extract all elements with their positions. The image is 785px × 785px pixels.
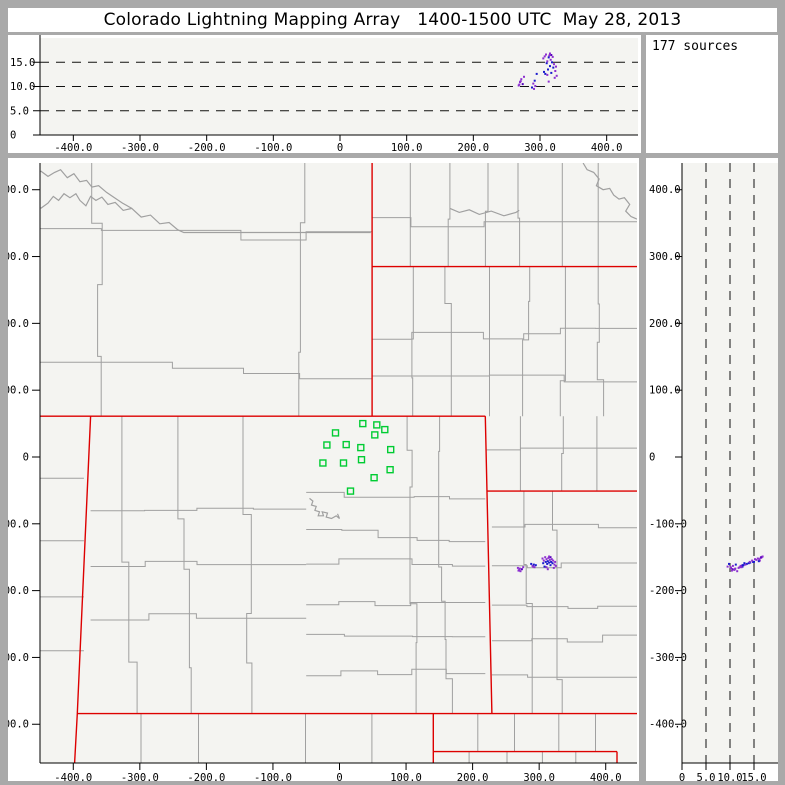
svg-text:100.0: 100.0 [649, 385, 681, 397]
svg-text:100.0: 100.0 [8, 385, 29, 397]
svg-text:400.0: 400.0 [8, 184, 29, 196]
svg-text:400.0: 400.0 [590, 772, 622, 781]
svg-text:-100.0: -100.0 [254, 772, 292, 781]
svg-text:400.0: 400.0 [591, 142, 623, 153]
svg-text:-400.0: -400.0 [54, 772, 92, 781]
svg-text:0: 0 [337, 142, 343, 153]
svg-text:0: 0 [23, 451, 29, 463]
plan-view-map-plot[interactable]: -400.0 -300.0 -200.0 -100.0 0 100.0 200.0 300.0… [8, 158, 639, 781]
svg-text:10.0: 10.0 [717, 772, 742, 781]
svg-text:-200.0: -200.0 [187, 772, 225, 781]
svg-text:-300.0: -300.0 [649, 652, 687, 664]
svg-text:-300.0: -300.0 [121, 142, 159, 153]
altitude-eastwest-plot[interactable]: -400.0 -300.0 -200.0 -100.0 0 100.0 200.0 300.0… [8, 35, 641, 153]
svg-text:200.0: 200.0 [458, 142, 490, 153]
svg-text:-300.0: -300.0 [8, 652, 29, 664]
svg-text:15.0: 15.0 [10, 57, 35, 69]
svg-text:200.0: 200.0 [457, 772, 489, 781]
svg-text:300.0: 300.0 [524, 142, 556, 153]
title-bar: Colorado Lightning Mapping Array 1400-15… [8, 8, 777, 32]
altitude-northsouth-panel: 0 5.0 10.0 15.0 400.0 300.0 200.0 100.0 0 -100.0 -… [646, 158, 778, 781]
svg-text:0: 0 [10, 130, 16, 142]
svg-text:300.0: 300.0 [8, 251, 29, 263]
svg-text:300.0: 300.0 [649, 251, 681, 263]
svg-text:-100.0: -100.0 [8, 518, 29, 530]
svg-text:0: 0 [336, 772, 342, 781]
svg-text:-100.0: -100.0 [649, 518, 687, 530]
source-count-panel: 177 sources [646, 35, 778, 153]
plot-title: Colorado Lightning Mapping Array 1400-15… [103, 10, 682, 30]
svg-text:0: 0 [649, 451, 655, 463]
svg-text:5.0: 5.0 [10, 105, 29, 117]
svg-text:-200.0: -200.0 [8, 585, 29, 597]
svg-text:200.0: 200.0 [8, 318, 29, 330]
svg-text:300.0: 300.0 [523, 772, 555, 781]
svg-text:-300.0: -300.0 [121, 772, 159, 781]
svg-text:-200.0: -200.0 [188, 142, 226, 153]
svg-text:5.0: 5.0 [697, 772, 716, 781]
svg-text:-400.0: -400.0 [649, 719, 687, 731]
plan-view-map-panel: -400.0 -300.0 -200.0 -100.0 0 100.0 200.0 300.0… [8, 158, 639, 781]
svg-text:200.0: 200.0 [649, 318, 681, 330]
svg-text:-400.0: -400.0 [54, 142, 92, 153]
svg-text:100.0: 100.0 [391, 142, 423, 153]
svg-text:400.0: 400.0 [649, 184, 681, 196]
source-count-label: 177 sources [652, 39, 739, 54]
svg-text:-400.0: -400.0 [8, 719, 29, 731]
svg-text:0: 0 [679, 772, 685, 781]
svg-text:10.0: 10.0 [10, 81, 35, 93]
altitude-eastwest-panel: -400.0 -300.0 -200.0 -100.0 0 100.0 200.0 300.0… [8, 35, 641, 153]
svg-text:-100.0: -100.0 [254, 142, 292, 153]
svg-text:15.0: 15.0 [741, 772, 766, 781]
altitude-northsouth-plot[interactable]: 0 5.0 10.015.0 400.0 300.0 200.0 100.0 0 -100.0 -… [646, 158, 778, 781]
svg-text:100.0: 100.0 [390, 772, 422, 781]
svg-text:-200.0: -200.0 [649, 585, 687, 597]
